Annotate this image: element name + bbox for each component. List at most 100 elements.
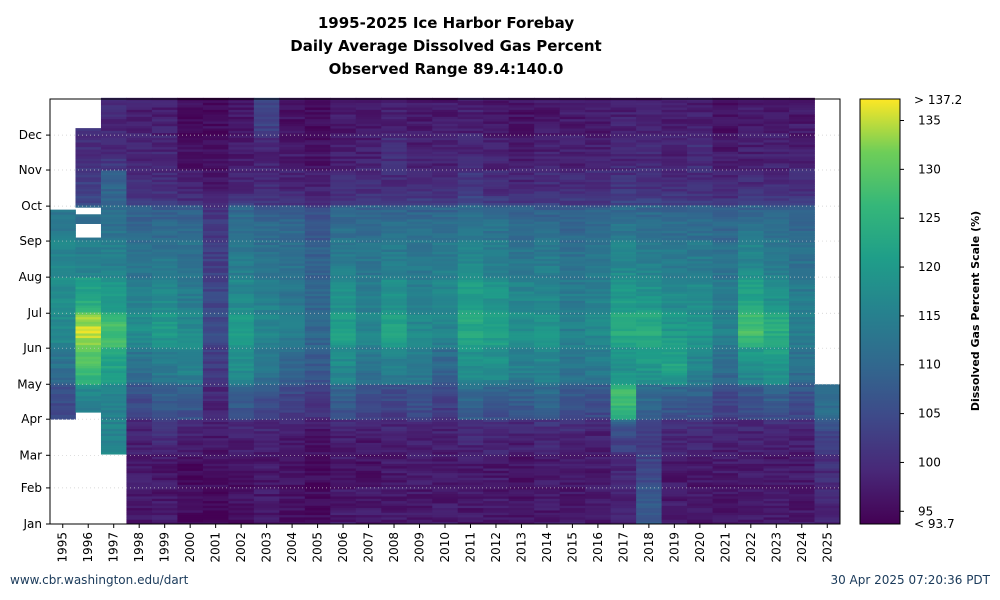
heatmap-cell xyxy=(636,323,663,327)
heatmap-cell xyxy=(177,484,204,488)
heatmap-cell xyxy=(636,279,663,283)
heatmap-cell xyxy=(202,253,229,257)
heatmap-cell xyxy=(151,116,178,120)
heatmap-cell xyxy=(330,139,357,143)
heatmap-cell xyxy=(661,521,688,525)
heatmap-cell xyxy=(253,286,280,290)
heatmap-cell xyxy=(687,272,713,276)
heatmap-cell xyxy=(559,475,586,478)
heatmap-cell xyxy=(355,118,382,122)
heatmap-cell xyxy=(483,274,510,278)
heatmap-cell xyxy=(330,179,357,183)
heatmap-cell xyxy=(687,170,713,173)
heatmap-cell xyxy=(712,174,739,178)
heatmap-cell xyxy=(534,260,561,264)
heatmap-cell xyxy=(687,165,713,169)
heatmap-cell xyxy=(330,514,357,518)
heatmap-cell xyxy=(381,177,408,180)
heatmap-cell xyxy=(687,344,713,348)
heatmap-cell xyxy=(151,384,178,387)
heatmap-cell xyxy=(202,286,229,290)
heatmap-cell xyxy=(177,279,204,283)
heatmap-cell xyxy=(177,330,204,334)
heatmap-cell xyxy=(610,517,637,520)
heatmap-cell xyxy=(610,272,637,276)
heatmap-cell xyxy=(381,216,408,220)
heatmap-cell xyxy=(279,102,306,106)
heatmap-cell xyxy=(253,263,280,266)
heatmap-cell xyxy=(687,265,713,269)
heatmap-cell xyxy=(636,360,663,364)
heatmap-cell xyxy=(687,163,713,166)
heatmap-cell xyxy=(406,330,433,334)
heatmap-cell xyxy=(406,293,433,297)
heatmap-cell xyxy=(483,307,510,311)
heatmap-cell xyxy=(406,190,433,194)
heatmap-cell xyxy=(202,258,229,262)
heatmap-cell xyxy=(330,302,357,306)
heatmap-cell xyxy=(661,314,688,318)
heatmap-cell xyxy=(253,416,280,420)
heatmap-cell xyxy=(534,372,561,376)
heatmap-cell xyxy=(126,214,153,217)
heatmap-cell xyxy=(712,500,739,504)
heatmap-cell xyxy=(304,158,331,162)
heatmap-cell xyxy=(253,181,280,185)
heatmap-cell xyxy=(355,230,382,234)
heatmap-cell xyxy=(304,370,331,374)
heatmap-cell xyxy=(151,139,178,143)
heatmap-cell xyxy=(126,142,153,145)
heatmap-cell xyxy=(687,270,713,273)
heatmap-cell xyxy=(661,146,688,150)
heatmap-cell xyxy=(330,274,357,278)
heatmap-cell xyxy=(279,172,306,176)
heatmap-cell xyxy=(483,186,510,190)
heatmap-cell xyxy=(381,419,408,422)
heatmap-cell xyxy=(406,132,433,136)
heatmap-cell xyxy=(610,258,637,262)
heatmap-cell xyxy=(738,267,764,271)
heatmap-cell xyxy=(687,186,713,190)
heatmap-cell xyxy=(126,118,153,122)
heatmap-cell xyxy=(355,354,382,357)
heatmap-cell xyxy=(636,177,663,180)
heatmap-cell xyxy=(330,216,357,220)
heatmap-cell xyxy=(483,158,510,162)
heatmap-cell xyxy=(661,158,688,162)
heatmap-cell xyxy=(610,151,637,155)
heatmap-cell xyxy=(432,230,459,234)
heatmap-cell xyxy=(177,256,204,259)
heatmap-cell xyxy=(381,449,408,453)
heatmap-cell xyxy=(151,244,178,248)
heatmap-cell xyxy=(661,470,688,474)
heatmap-cell xyxy=(636,388,663,392)
heatmap-cell xyxy=(228,128,255,131)
heatmap-cell xyxy=(406,458,433,462)
heatmap-cell xyxy=(253,512,280,516)
heatmap-cell xyxy=(559,305,586,308)
heatmap-cell xyxy=(483,207,510,211)
heatmap-cell xyxy=(610,267,637,271)
heatmap-cell xyxy=(279,246,306,250)
heatmap-cell xyxy=(712,232,739,236)
heatmap-cell xyxy=(355,388,382,392)
heatmap-cell xyxy=(304,260,331,264)
heatmap-cell xyxy=(559,482,586,485)
heatmap-cell xyxy=(610,323,637,327)
heatmap-cell xyxy=(406,239,433,243)
heatmap-cell xyxy=(50,270,76,273)
heatmap-cell xyxy=(661,377,688,381)
heatmap-cell xyxy=(279,130,306,134)
heatmap-cell xyxy=(151,423,178,427)
heatmap-cell xyxy=(432,235,459,238)
heatmap-cell xyxy=(406,370,433,374)
heatmap-cell xyxy=(534,232,561,236)
heatmap-cell xyxy=(508,272,535,276)
heatmap-cell xyxy=(304,167,331,171)
heatmap-cell xyxy=(636,477,663,481)
heatmap-cell xyxy=(610,454,637,457)
heatmap-cell xyxy=(253,447,280,450)
heatmap-cell xyxy=(50,242,76,245)
heatmap-cell xyxy=(177,374,204,378)
heatmap-cell xyxy=(610,405,637,408)
